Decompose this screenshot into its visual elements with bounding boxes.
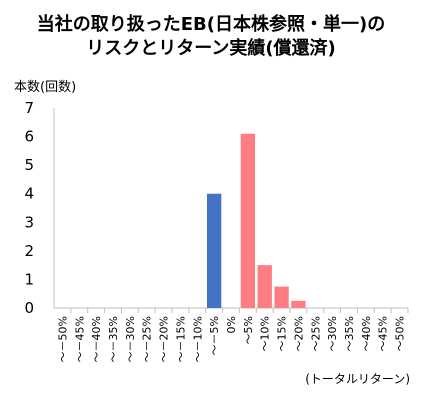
x-tick-label: ～5% <box>242 316 255 344</box>
x-tick-label: ～－10% <box>191 316 204 362</box>
y-tick-label: 1 <box>24 270 34 288</box>
x-tick-label: ～40% <box>360 316 373 351</box>
x-tick-label: ～25% <box>309 316 322 351</box>
x-tick-label: ～－15% <box>174 316 187 362</box>
x-tick-label: ～20% <box>292 316 305 351</box>
y-tick-label: 0 <box>24 299 34 317</box>
y-tick-label: 3 <box>24 213 34 231</box>
x-tick-label: ～10% <box>259 316 272 351</box>
x-tick-label: ～－25% <box>141 316 154 362</box>
y-tick-label: 7 <box>24 99 34 117</box>
bar <box>240 133 256 308</box>
x-tick-label: ～15% <box>276 316 289 351</box>
x-axis-label: (トータルリターン) <box>305 372 410 386</box>
x-tick-label: ～－50% <box>56 316 69 362</box>
chart-title-line-1: 当社の取り扱ったEB(日本株参照・単一)の <box>36 14 386 35</box>
x-tick-label: ～50% <box>394 316 407 351</box>
x-tick-label: ～－20% <box>158 316 171 362</box>
x-tick-label: ～－30% <box>124 316 137 362</box>
x-tick-label: ～－35% <box>107 316 120 362</box>
x-tick-label: ～30% <box>326 316 339 351</box>
y-tick-label: 5 <box>24 156 34 174</box>
x-tick-label: ～35% <box>343 316 356 351</box>
x-tick-label: ～45% <box>377 316 390 351</box>
bar <box>274 286 289 308</box>
y-axis-label: 本数(回数) <box>14 80 77 95</box>
x-tick-label: ～－5% <box>208 316 221 355</box>
bar <box>206 193 222 308</box>
x-tick-label: ～－40% <box>90 316 103 362</box>
chart-title-line-2: リスクとリターン実績(償還済) <box>86 38 336 59</box>
y-tick-label: 6 <box>24 128 34 146</box>
bar <box>291 300 306 308</box>
x-tick-label: 0% <box>225 316 238 333</box>
y-tick-label: 2 <box>24 242 34 260</box>
y-tick-label: 4 <box>24 185 34 203</box>
x-tick-label: ～－45% <box>73 316 86 362</box>
bar <box>257 265 272 308</box>
